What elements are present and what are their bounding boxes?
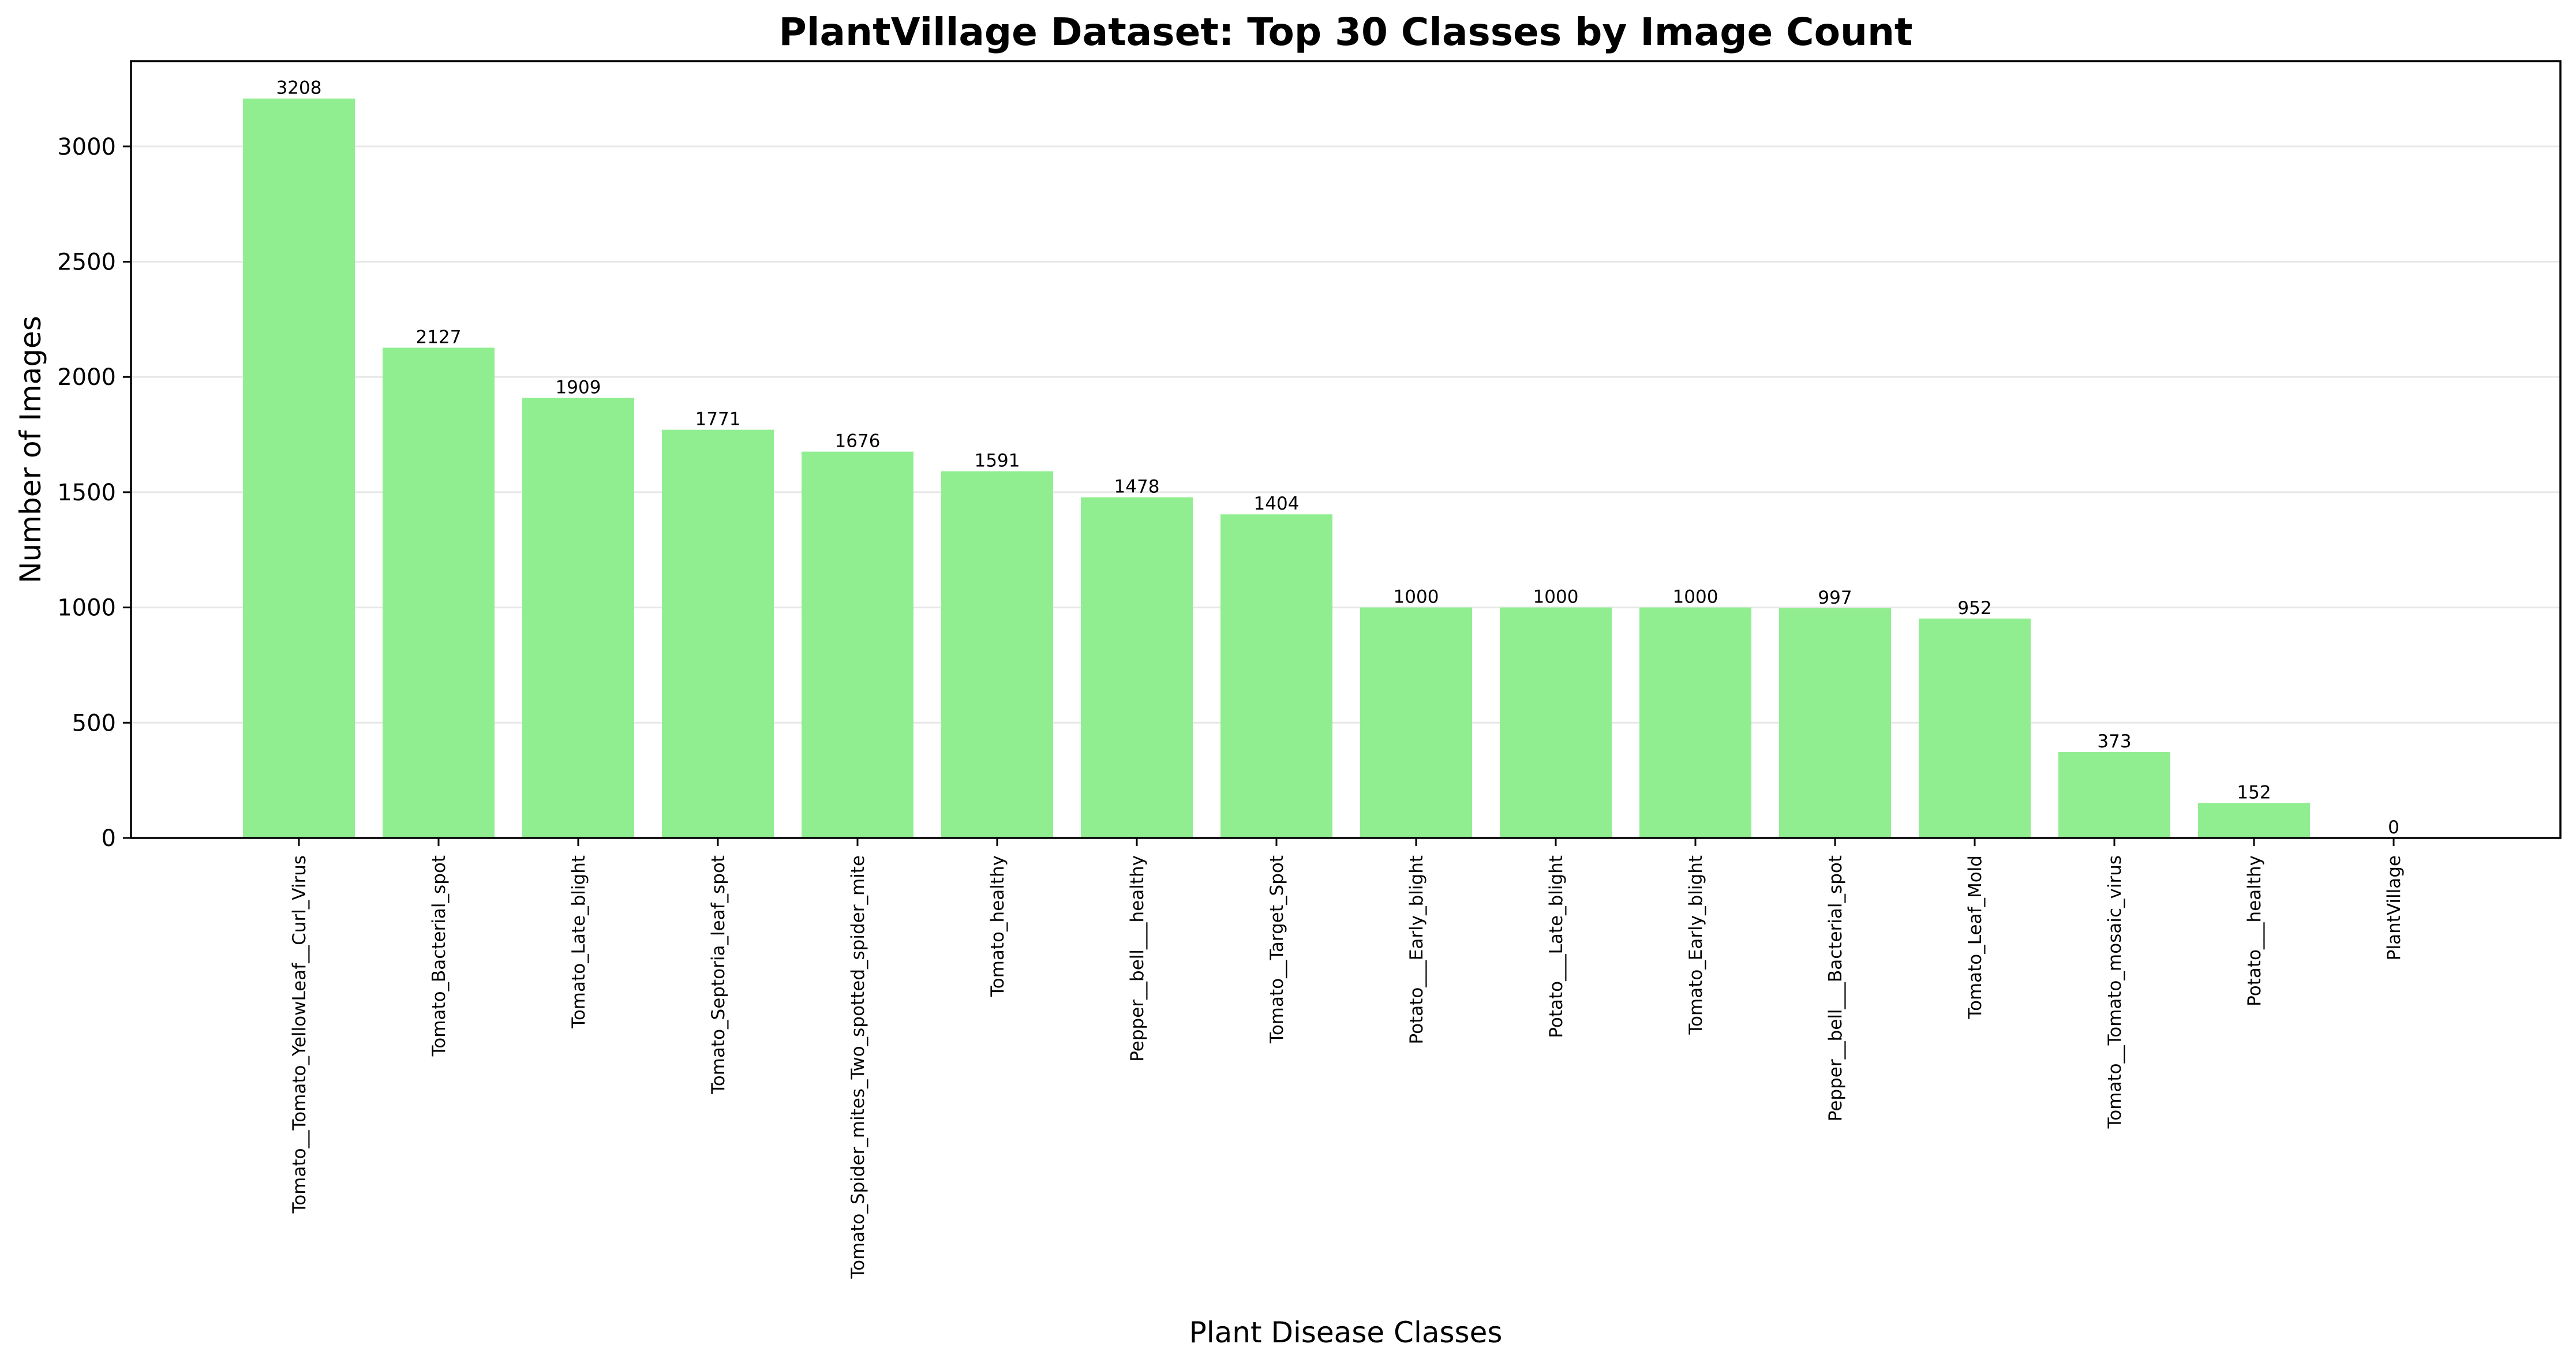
- chart-title: PlantVillage Dataset: Top 30 Classes by …: [779, 10, 1913, 54]
- x-tick-label: PlantVillage: [2384, 855, 2405, 960]
- x-axis-label: Plant Disease Classes: [1189, 1316, 1503, 1349]
- x-tick-label: Tomato_healthy: [987, 855, 1008, 997]
- bar-4: [662, 429, 774, 838]
- x-tick-label: Tomato_Septoria_leaf_spot: [708, 855, 729, 1095]
- x-tick-label: Tomato_Spider_mites_Two_spotted_spider_m…: [848, 855, 868, 1279]
- bar-13: [1919, 618, 2031, 838]
- y-tick-label: 2000: [57, 364, 116, 391]
- bar-1: [243, 98, 355, 838]
- data-label: 152: [2237, 782, 2271, 803]
- data-label: 2127: [416, 327, 462, 347]
- y-tick-label: 0: [102, 825, 116, 852]
- plot-frame: [130, 60, 2562, 839]
- bar-14: [2058, 752, 2170, 838]
- x-tick-label: Tomato_Late_blight: [568, 855, 589, 1029]
- data-label: 1000: [1533, 587, 1579, 608]
- x-tick-label: Tomato_Leaf_Mold: [1965, 855, 1986, 1020]
- gridlines: [131, 145, 2560, 724]
- y-axis-ticks: 0 500 1000 1500 2000 2500 3000: [57, 134, 131, 852]
- data-label: 0: [2388, 817, 2399, 838]
- bar-9: [1360, 607, 1472, 838]
- x-tick-label: Tomato__Tomato_YellowLeaf__Curl_Virus: [289, 855, 310, 1214]
- bar-6: [941, 471, 1053, 838]
- y-tick-label: 500: [72, 710, 116, 736]
- bars: [243, 98, 2310, 838]
- data-label: 1478: [1114, 477, 1160, 497]
- bar-10: [1500, 607, 1612, 838]
- y-axis-label: Number of Images: [14, 316, 47, 583]
- bar-3: [522, 398, 634, 838]
- data-label: 997: [1818, 587, 1852, 608]
- data-labels: 3208 2127 1909 1771 1676 1591 1478 1404 1000 1000…: [276, 78, 2399, 838]
- x-tick-label: Pepper__bell___healthy: [1127, 855, 1148, 1062]
- bar-2: [383, 347, 495, 838]
- y-tick-label: 1500: [57, 480, 116, 506]
- data-label: 3208: [276, 78, 322, 99]
- x-axis-ticks: Tomato__Tomato_YellowLeaf__Curl_Virus Tom…: [289, 838, 2405, 1279]
- x-tick-label: Potato___Late_blight: [1546, 855, 1567, 1038]
- bar-12: [1779, 608, 1891, 838]
- x-tick-label: Potato___healthy: [2244, 855, 2265, 1006]
- bar-15: [2198, 803, 2310, 838]
- y-tick-label: 2500: [57, 249, 116, 275]
- bar-7: [1081, 497, 1193, 838]
- x-tick-label: Tomato__Target_Spot: [1267, 855, 1287, 1044]
- x-tick-label: Potato___Early_blight: [1406, 855, 1427, 1045]
- bar-11: [1639, 607, 1751, 838]
- data-label: 1909: [556, 377, 601, 398]
- data-label: 952: [1957, 598, 1991, 619]
- x-tick-label: Tomato_Early_blight: [1686, 855, 1706, 1035]
- y-tick-label: 1000: [57, 595, 116, 622]
- x-tick-label: Pepper__bell___Bacterial_spot: [1825, 855, 1846, 1121]
- data-label: 1771: [695, 409, 741, 430]
- x-tick-label: Tomato_Bacterial_spot: [429, 855, 450, 1057]
- data-label: 1404: [1254, 493, 1300, 514]
- data-label: 1000: [1673, 587, 1718, 608]
- x-tick-label: Tomato__Tomato_mosaic_virus: [2105, 855, 2125, 1129]
- bar-5: [802, 451, 913, 838]
- data-label: 1676: [835, 431, 881, 452]
- bar-8: [1220, 514, 1332, 838]
- data-label: 1000: [1394, 587, 1439, 608]
- y-tick-label: 3000: [57, 134, 116, 160]
- data-label: 373: [2097, 731, 2131, 752]
- data-label: 1591: [975, 451, 1020, 471]
